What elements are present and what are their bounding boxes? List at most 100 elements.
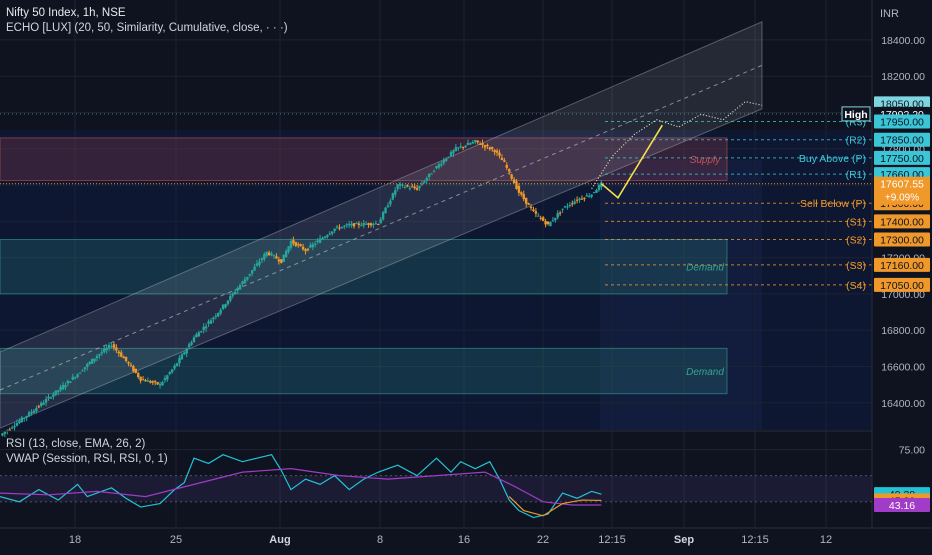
candle-body <box>546 221 550 224</box>
pivot-tag-bg <box>874 214 930 229</box>
candle-body <box>350 223 353 226</box>
candle-body <box>158 383 162 386</box>
candle-body <box>580 198 584 200</box>
candle-body <box>90 358 94 364</box>
candle-body <box>316 240 319 243</box>
candle-body <box>88 361 91 364</box>
candle-body <box>488 147 492 150</box>
candle-body <box>253 266 256 271</box>
candle-body <box>178 357 181 364</box>
candle-body <box>491 147 494 150</box>
candle-body <box>333 228 336 231</box>
candle-body <box>238 285 242 290</box>
candle-body <box>362 222 365 226</box>
pivot-level-label: (R1) <box>846 169 866 181</box>
candle-body <box>374 223 378 225</box>
candle-body <box>122 356 125 359</box>
candle-body <box>163 378 167 381</box>
candle-body <box>474 140 477 142</box>
candle-body <box>321 237 324 240</box>
time-tick-label: 12:15 <box>741 534 769 546</box>
candle-body <box>3 431 7 434</box>
pivot-tag-bg <box>874 114 930 129</box>
pivot-level-label: Sell Below (P) <box>800 198 866 210</box>
vwap-indicator-label[interactable]: VWAP (Session, RSI, RSI, 0, 1) <box>6 453 168 465</box>
candle-body <box>282 254 285 262</box>
candle-body <box>588 196 591 198</box>
candle-body <box>440 163 443 166</box>
candle-body <box>59 386 62 391</box>
candle-body <box>541 217 545 221</box>
candle-body <box>217 312 220 317</box>
candle-body <box>56 390 60 392</box>
candle-body <box>415 188 419 190</box>
candle-body <box>100 351 104 354</box>
rsi-tick-label: 75.00 <box>899 444 925 456</box>
candle-body <box>93 358 96 362</box>
pivot-tag: 17300.00 <box>880 234 924 246</box>
time-tick-label: 25 <box>170 534 182 546</box>
candle-body <box>454 147 458 152</box>
candle-body <box>508 169 511 172</box>
candle-body <box>284 251 288 258</box>
candle-body <box>437 164 441 168</box>
candle-body <box>180 354 184 360</box>
currency-label: INR <box>880 8 899 20</box>
candle-body <box>263 254 266 260</box>
candle-body <box>299 244 302 247</box>
candle-body <box>44 399 48 403</box>
candle-body <box>267 252 271 256</box>
candle-body <box>27 412 31 417</box>
candle-body <box>379 219 382 224</box>
candle-body <box>583 197 586 199</box>
price-tick-label: 16600.00 <box>881 361 925 373</box>
candle-body <box>107 344 111 349</box>
candle-body <box>219 309 222 314</box>
candle-body <box>529 206 533 209</box>
candle-body <box>517 185 521 193</box>
candle-body <box>338 227 341 229</box>
price-tick-label: 18400.00 <box>881 35 925 47</box>
candle-body <box>311 244 315 248</box>
time-tick-label: 12:15 <box>598 534 626 546</box>
candle-body <box>427 173 431 178</box>
candle-body <box>265 251 268 256</box>
candle-body <box>595 189 598 193</box>
candle-body <box>444 158 448 161</box>
last-price-change: +9.09% <box>885 193 919 204</box>
candle-body <box>323 236 327 239</box>
candle-body <box>554 217 557 221</box>
candle-body <box>573 201 576 204</box>
candle-body <box>435 166 438 169</box>
candle-body <box>532 209 535 212</box>
candle-body <box>23 417 26 419</box>
candle-body <box>231 293 234 296</box>
zone-label: Supply <box>690 155 722 166</box>
candle-body <box>297 244 300 246</box>
pivot-level-label: (S4) <box>846 280 866 292</box>
symbol-title[interactable]: Nifty 50 Index, 1h, NSE <box>6 7 126 19</box>
candle-body <box>408 187 411 189</box>
candle-body <box>175 363 179 367</box>
candle-body <box>364 223 368 225</box>
rsi-series-line <box>0 454 602 519</box>
candle-body <box>173 365 176 369</box>
candle-body <box>151 381 154 383</box>
pivot-level-label: (S1) <box>846 216 866 228</box>
candle-body <box>139 376 142 381</box>
echo-indicator-label[interactable]: ECHO [LUX] (20, 50, Similarity, Cumulati… <box>6 22 288 34</box>
candle-body <box>549 221 552 227</box>
rsi-indicator-label[interactable]: RSI (13, close, EMA, 26, 2) <box>6 438 146 450</box>
candle-body <box>115 347 118 351</box>
candle-body <box>432 171 436 173</box>
chart-legend: Nifty 50 Index, 1h, NSE ECHO [LUX] (20, … <box>6 6 288 36</box>
candle-body <box>483 145 487 148</box>
candle-body <box>571 203 574 205</box>
candle-body <box>83 367 87 370</box>
candle-body <box>377 223 380 225</box>
time-tick-label: 16 <box>458 534 470 546</box>
candle-body <box>10 427 14 429</box>
candle-body <box>190 342 193 345</box>
